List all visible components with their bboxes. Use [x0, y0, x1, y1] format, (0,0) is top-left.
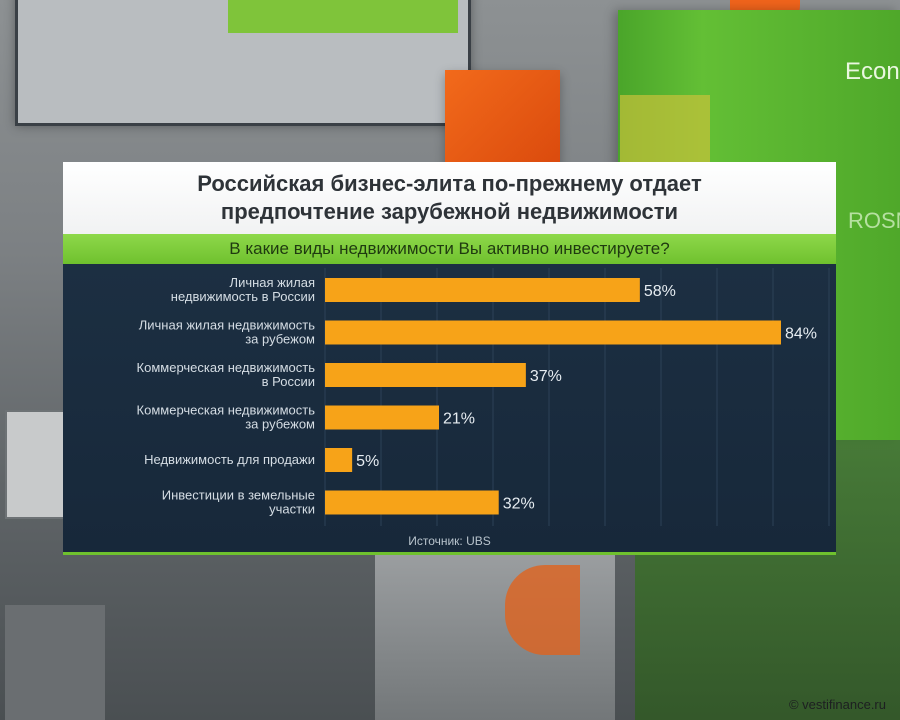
title-line-1: Российская бизнес-элита по-прежнему отда…	[197, 171, 702, 196]
category-label: Личная жилая недвижимость за рубежом	[139, 318, 316, 347]
category-label: Коммерческая недвижимость за рубежом	[137, 403, 316, 432]
bar	[325, 490, 499, 515]
category-label: Недвижимость для продажи	[144, 452, 315, 467]
title-line-2: предпочтение зарубежной недвижимости	[220, 199, 679, 224]
background-screen	[15, 0, 471, 126]
category-label: Инвестиции в земельные участки	[162, 488, 315, 517]
background-left-card	[5, 410, 71, 519]
value-label: 37%	[530, 368, 562, 385]
background-yellow-box	[620, 95, 710, 170]
bar	[325, 448, 353, 472]
background-bottom-left-card	[5, 605, 105, 720]
source-note: Источник: UBS	[408, 534, 491, 548]
question-bar: В какие виды недвижимости Вы активно инв…	[63, 234, 836, 264]
background-green-text-2: ROSN	[848, 208, 900, 233]
background-orange-cube	[445, 70, 560, 180]
value-label: 84%	[785, 326, 817, 343]
bar	[325, 405, 439, 430]
value-label: 58%	[644, 283, 676, 300]
category-label: Коммерческая недвижимость в России	[137, 360, 316, 389]
copyright: © vestifinance.ru	[788, 697, 886, 712]
background-green-text: Econom	[845, 58, 900, 85]
bar-chart: Личная жилая недвижимость в России 58% Личн…	[137, 268, 830, 526]
background-bottom-orange-shape	[505, 565, 580, 655]
chart-area: Личная жилая недвижимость в России 58% Личн…	[63, 264, 836, 555]
title-bar: Российская бизнес-элита по-прежнему отда…	[63, 162, 836, 234]
bar	[325, 320, 781, 345]
category-label: Личная жилая недвижимость в России	[171, 275, 315, 304]
bar	[325, 363, 526, 387]
background-green-strip	[228, 0, 458, 33]
value-label: 21%	[443, 411, 475, 428]
value-label: 32%	[503, 496, 535, 513]
bar	[325, 278, 640, 302]
value-label: 5%	[356, 453, 379, 470]
infographic-panel: Российская бизнес-элита по-прежнему отда…	[63, 162, 836, 555]
